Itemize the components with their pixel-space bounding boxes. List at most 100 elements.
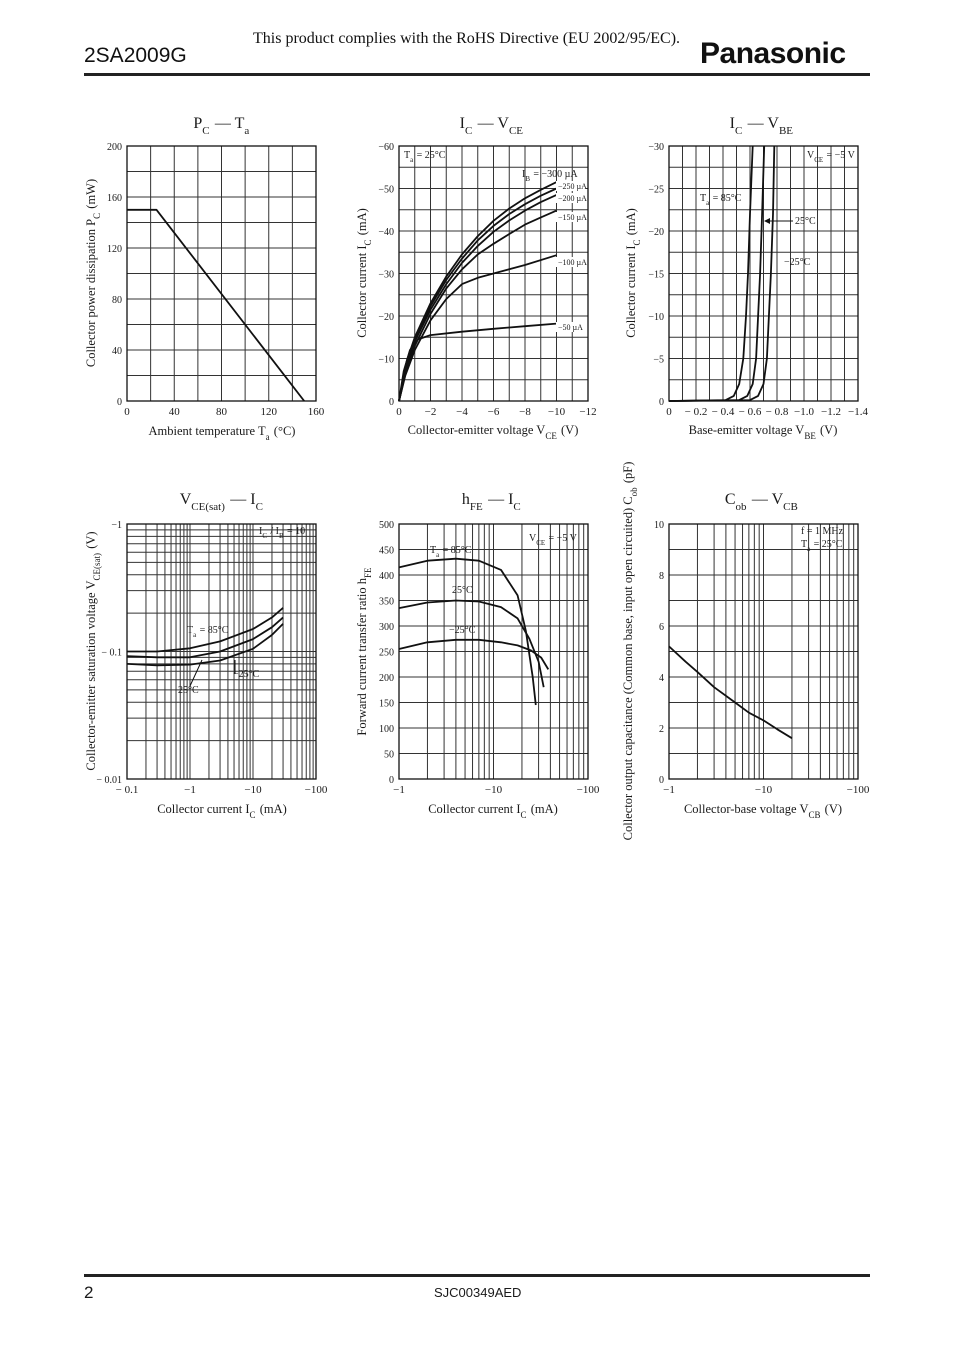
y-tick-label: 0 <box>117 397 122 408</box>
chart-annotation: 25°C <box>178 685 199 696</box>
x-axis-label: Collector-base voltage VCB (V) <box>684 802 842 820</box>
y-tick-label: 6 <box>659 622 664 633</box>
x-axis-label: Base-emitter voltage VBE (V) <box>689 423 838 441</box>
y-tick-label: 450 <box>379 546 394 557</box>
chart-annotation: 25°C <box>452 585 473 596</box>
series-line-2 <box>126 616 284 659</box>
y-tick-label: −10 <box>648 312 664 323</box>
x-tick-label: 120 <box>261 406 278 418</box>
x-tick-label: −1 <box>663 784 675 796</box>
brand-logo: Panasonic <box>700 37 846 70</box>
y-tick-label: −30 <box>378 270 394 281</box>
y-tick-label: −10 <box>378 355 394 366</box>
chart-annotation: −25°C <box>233 669 260 680</box>
y-tick-label: 150 <box>379 699 394 710</box>
y-tick-label: 300 <box>379 622 394 633</box>
y-tick-label: 120 <box>107 244 122 255</box>
chart-annotation: Ta = 85°C <box>430 545 472 559</box>
y-tick-label: 8 <box>659 571 664 582</box>
y-tick-label: 350 <box>379 597 394 608</box>
document-code: SJC00349AED <box>434 1285 522 1300</box>
y-tick-label: 500 <box>379 520 394 531</box>
y-tick-label: −50 <box>378 185 394 196</box>
chart-annotation: Ta = 85°C <box>187 625 229 639</box>
y-tick-label: − 0.01 <box>96 775 122 786</box>
x-tick-label: −2 <box>425 406 437 418</box>
x-tick-label: −1.0 <box>794 406 814 418</box>
x-tick-label: − 0.1 <box>116 784 139 796</box>
x-tick-label: −8 <box>519 406 531 418</box>
chart-annotation: −25°C <box>784 257 811 268</box>
chart-annotation: IB = −300 µA <box>522 169 578 183</box>
chart-ic-vce: 0 −2 −4 −6 −8 −10 −12 0 −10 −20 −30 −40 −50 −60 IC — V… <box>355 115 597 441</box>
y-tick-label: 100 <box>379 724 394 735</box>
chart-annotation: f = 1 MHz <box>801 526 844 537</box>
series-line-3 <box>398 209 557 402</box>
chart-title: IC — VCE <box>460 115 525 137</box>
x-tick-label: − 0.4 <box>712 406 735 418</box>
y-tick-label: 0 <box>389 397 394 408</box>
chart-ic-vbe: 0 − 0.2 − 0.4 − 0.6 − 0.8 −1.0 −1.2 −1.4 0 −5 −10 −… <box>624 115 868 441</box>
y-tick-label: − 0.1 <box>101 648 122 659</box>
chart-annotation: Ta = 85°C <box>700 193 742 207</box>
y-tick-label: −20 <box>378 312 394 323</box>
x-tick-label: 0 <box>396 406 402 418</box>
page-number: 2 <box>84 1283 94 1302</box>
plot-frame <box>126 145 317 402</box>
x-axis-label: Ambient temperature Ta (°C) <box>149 424 296 442</box>
series-line-1 <box>668 645 793 739</box>
chart-pc-ta: 0 40 80 120 160 0 40 80 120 160 200 PC — Ta Ambient… <box>84 115 325 442</box>
chart-annotation: −200 µA <box>558 194 587 203</box>
x-tick-label: −4 <box>456 406 468 418</box>
annotation-bg <box>556 257 586 267</box>
x-tick-label: −6 <box>488 406 500 418</box>
y-tick-label: 50 <box>384 750 394 761</box>
chart-annotation: −50 µA <box>558 323 583 332</box>
x-tick-label: −12 <box>579 406 596 418</box>
y-tick-label: −5 <box>653 355 664 366</box>
chart-annotation: −250 µA <box>558 182 587 191</box>
y-tick-label: 40 <box>112 346 122 357</box>
y-tick-label: 2 <box>659 724 664 735</box>
part-number: 2SA2009G <box>84 44 187 67</box>
x-axis-label: Collector current IC (mA) <box>428 802 558 820</box>
plot-frame <box>668 523 859 780</box>
series-line-1 <box>668 145 754 402</box>
chart-annotation: Ta = 25°C <box>404 150 446 164</box>
x-tick-label: −10 <box>244 784 262 796</box>
y-tick-label: 200 <box>107 142 122 153</box>
series-line-6 <box>398 181 557 402</box>
x-tick-label: −100 <box>305 784 328 796</box>
series-line-3 <box>668 145 776 402</box>
y-axis-label: Collector power dissipation PC (mW) <box>84 179 102 367</box>
x-tick-label: −100 <box>577 784 600 796</box>
y-tick-label: 0 <box>389 775 394 786</box>
y-tick-label: 10 <box>654 520 664 531</box>
grid <box>398 523 588 780</box>
y-tick-label: 0 <box>659 775 664 786</box>
chart-annotation: IC / IB = 10 <box>259 526 305 540</box>
plot-frame <box>398 145 589 402</box>
x-tick-label: −1.2 <box>821 406 841 418</box>
arrow-head <box>764 218 770 224</box>
x-tick-label: −100 <box>847 784 870 796</box>
chart-cob-vcb: −1 −10 −100 0 2 4 6 8 10 Cob — VCB Collector-base… <box>621 462 870 841</box>
chart-annotation: Ta = 25°C <box>801 539 843 553</box>
chart-title: PC — Ta <box>193 115 250 137</box>
x-axis-label: Collector-emitter voltage VCE (V) <box>408 423 579 441</box>
y-tick-label: 160 <box>107 193 122 204</box>
y-tick-label: −25 <box>648 185 664 196</box>
x-tick-label: −1 <box>393 784 405 796</box>
chart-annotation: −150 µA <box>558 213 587 222</box>
y-axis-label: Collector current IC (mA) <box>355 208 373 338</box>
annotation-bg <box>556 212 586 222</box>
footer-rule <box>84 1274 870 1277</box>
y-tick-label: −20 <box>648 227 664 238</box>
x-tick-label: 80 <box>216 406 228 418</box>
chart-annotation: −25°C <box>449 625 476 636</box>
x-tick-label: 0 <box>124 406 130 418</box>
annotation-bg <box>556 193 586 203</box>
y-tick-label: 400 <box>379 571 394 582</box>
chart-annotation: −100 µA <box>558 258 587 267</box>
